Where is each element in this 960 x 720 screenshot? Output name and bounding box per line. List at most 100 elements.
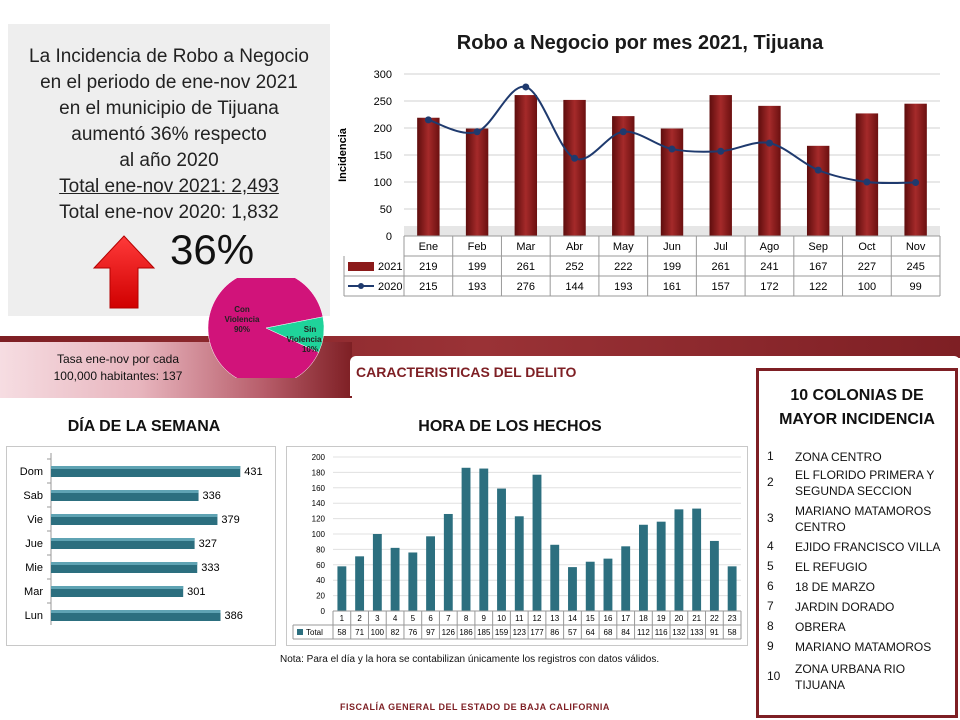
data-label-2020: 215 — [419, 281, 437, 293]
point-2020 — [473, 128, 481, 136]
hour-bar — [355, 556, 365, 611]
point-2020 — [522, 83, 530, 91]
legend-key-total — [297, 629, 303, 635]
pie-label-sin-line1: Sin — [304, 325, 317, 334]
x-tick-label: Ago — [760, 241, 780, 253]
y-tick-label: 60 — [316, 561, 325, 570]
colonia-name: JARDIN DORADO — [795, 600, 895, 614]
dow-bar-highlight — [51, 466, 241, 469]
colonia-rank: 2 — [767, 475, 774, 489]
point-2020 — [912, 179, 920, 187]
colonia-name: EL REFUGIO — [795, 560, 868, 574]
dow-bar-highlight — [51, 490, 199, 493]
dow-data-label: 327 — [199, 538, 217, 550]
colonia-rank: 10 — [767, 669, 781, 683]
legend-label-2020: 2020 — [378, 281, 402, 293]
hour-bar — [532, 474, 542, 611]
bar-2021 — [514, 95, 538, 236]
colonias-title-2: MAYOR INCIDENCIA — [779, 411, 935, 428]
data-label-2021: 222 — [614, 261, 632, 273]
hour-data-label: 84 — [621, 628, 630, 637]
x-tick-label: 9 — [482, 614, 487, 623]
colonia-rank: 1 — [767, 449, 774, 463]
bar-2021 — [806, 145, 830, 236]
y-tick-label: 180 — [312, 468, 326, 477]
dow-bar-highlight — [51, 586, 184, 589]
y-tick-label: 40 — [316, 576, 325, 585]
y-tick-label: 80 — [316, 545, 325, 554]
data-label-2020: 157 — [712, 281, 730, 293]
hour-data-label: 185 — [477, 628, 491, 637]
point-2020 — [814, 166, 822, 174]
hour-bar — [621, 546, 631, 611]
x-tick-label: 8 — [464, 614, 469, 623]
y-tick-label: Sab — [23, 490, 43, 502]
colonia-rank: 4 — [767, 539, 774, 553]
x-tick-label: 11 — [515, 614, 524, 623]
hour-bar — [372, 534, 382, 611]
legend-key-2020-marker — [358, 283, 364, 289]
legend-key-2021 — [348, 262, 374, 271]
hour-data-label: 100 — [371, 628, 385, 637]
y-tick-label: 250 — [374, 96, 392, 108]
y-tick-label: 200 — [312, 453, 326, 462]
hour-bar — [390, 547, 400, 611]
hour-bar — [585, 561, 595, 611]
data-label-2021: 261 — [517, 261, 535, 273]
bar-2021 — [417, 117, 440, 236]
data-label-2021: 241 — [760, 261, 778, 273]
dow-bar-highlight — [51, 514, 218, 517]
dow-bar — [51, 538, 195, 549]
y-tick-label: 200 — [374, 123, 392, 135]
data-label-2021: 227 — [858, 261, 876, 273]
y-tick-label: 120 — [312, 515, 326, 524]
x-tick-label: 23 — [728, 614, 737, 623]
dow-bar — [51, 514, 218, 525]
dow-bar — [51, 490, 199, 501]
data-label-2021: 199 — [663, 261, 681, 273]
hour-frame: 0 20 40 60 80 100 120 140 160 180 200 1 2 3 4 5 6 7 8 9 10 11… — [286, 446, 748, 646]
x-tick-label: 5 — [411, 614, 416, 623]
summary-line-5: al año 2020 — [119, 150, 219, 171]
summary-line-3: en el municipio de Tijuana — [59, 98, 279, 119]
colonia-rank: 3 — [767, 511, 774, 525]
pie-label-con-line2: Violencia — [225, 315, 261, 324]
hour-bar — [674, 509, 684, 611]
x-tick-label: 19 — [657, 614, 666, 623]
data-label-2020: 100 — [858, 281, 876, 293]
data-label-2021: 245 — [906, 261, 924, 273]
colonia-name: MARIANO MATAMOROS — [795, 640, 932, 654]
rate-line-2: 100,000 habitantes: 137 — [53, 369, 183, 383]
y-tick-label: 50 — [380, 204, 392, 216]
colonia-name: 18 DE MARZO — [795, 580, 876, 594]
hour-data-label: 58 — [337, 628, 346, 637]
data-label-2020: 193 — [614, 281, 632, 293]
data-label-2020: 172 — [760, 281, 778, 293]
data-label-2020: 193 — [468, 281, 486, 293]
hour-data-label: 123 — [513, 628, 527, 637]
y-tick-label: 150 — [374, 150, 392, 162]
summary-line-2: en el periodo de ene-nov 2021 — [40, 72, 298, 93]
x-tick-label: 21 — [692, 614, 701, 623]
hour-data-label: 86 — [550, 628, 559, 637]
y-tick-label: 0 — [321, 607, 326, 616]
y-tick-label: 0 — [386, 231, 392, 243]
x-tick-label: May — [613, 241, 634, 253]
data-label-2020: 122 — [809, 281, 827, 293]
bar-2021 — [758, 105, 781, 236]
dow-data-label: 336 — [203, 490, 221, 502]
hour-bar — [479, 468, 489, 611]
y-tick-label: 100 — [374, 177, 392, 189]
bar-2021 — [855, 113, 879, 236]
colonia-rank: 8 — [767, 619, 774, 633]
dow-bar-highlight — [51, 610, 221, 613]
colonia-name: MARIANO MATAMOROS CENTRO — [795, 504, 932, 534]
summary-line-1: La Incidencia de Robo a Negocio — [29, 46, 309, 67]
day-of-week-frame: Dom 431 Sab 336 Vie 379 Jue 327 Mie 333 Mar 301 Lun 3… — [6, 446, 276, 646]
hour-bar — [337, 566, 347, 611]
data-label-2021: 167 — [809, 261, 827, 273]
y-tick-label: Mar — [24, 586, 43, 598]
rate-line-1: Tasa ene-nov por cada — [56, 352, 180, 366]
summary-total-2020: Total ene-nov 2020: 1,832 — [59, 202, 279, 223]
